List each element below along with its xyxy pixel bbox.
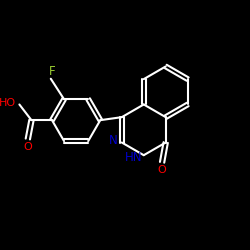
Text: F: F [49, 64, 55, 78]
Text: O: O [23, 142, 32, 152]
Text: N: N [109, 134, 118, 146]
Text: O: O [157, 165, 166, 175]
Text: HN: HN [125, 151, 142, 164]
Text: HO: HO [0, 98, 16, 108]
